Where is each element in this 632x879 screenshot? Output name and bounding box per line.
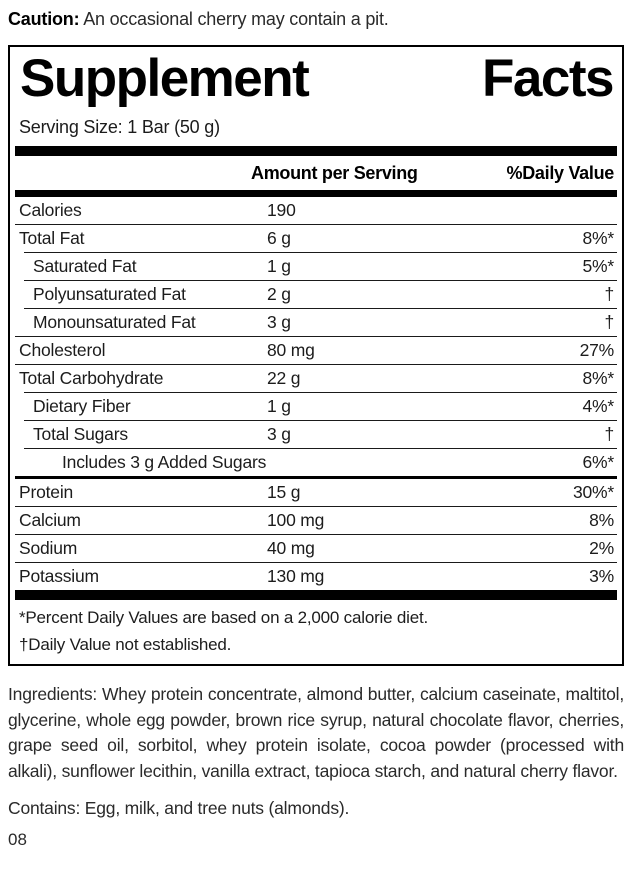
- ingredients-paragraph: Ingredients: Whey protein concentrate, a…: [8, 684, 624, 781]
- serving-size: Serving Size: 1 Bar (50 g): [19, 117, 220, 137]
- nutrient-row: Includes 3 g Added Sugars 6%*: [15, 449, 617, 476]
- nutrient-name: Includes 3 g Added Sugars: [62, 452, 267, 472]
- column-header-daily-value: %Daily Value: [506, 162, 615, 183]
- page-number: 08: [8, 830, 27, 849]
- nutrient-daily-value: 30%*: [572, 482, 614, 502]
- nutrient-daily-value: 27%: [579, 340, 615, 360]
- nutrient-row: Potassium 130 mg 3%: [15, 563, 617, 590]
- nutrient-row: Polyunsaturated Fat 2 g †: [15, 281, 617, 308]
- nutrient-amount: 190: [267, 200, 296, 220]
- nutrient-name: Potassium: [19, 566, 99, 586]
- panel-title: Supplement Facts: [15, 49, 617, 107]
- nutrient-amount: 22 g: [267, 368, 301, 388]
- nutrient-daily-value: 2%: [589, 538, 614, 558]
- nutrient-amount: 100 mg: [267, 510, 325, 530]
- nutrient-amount: 1 g: [267, 256, 291, 276]
- row-divider: [15, 224, 617, 225]
- nutrient-name: Calcium: [19, 510, 81, 530]
- nutrient-row: Sodium 40 mg 2%: [15, 535, 617, 562]
- nutrient-daily-value: 5%*: [582, 256, 614, 276]
- nutrient-name: Protein: [19, 482, 74, 502]
- nutrient-daily-value: 8%*: [582, 228, 614, 248]
- nutrient-name: Saturated Fat: [33, 256, 137, 276]
- row-divider: [15, 534, 617, 535]
- thick-rule-bottom: [15, 590, 617, 600]
- row-divider: [24, 280, 617, 281]
- nutrient-daily-value: †: [604, 424, 614, 444]
- nutrient-daily-value: 4%*: [582, 396, 614, 416]
- nutrient-name: Sodium: [19, 538, 78, 558]
- row-divider: [15, 562, 617, 563]
- footnotes: *Percent Daily Values are based on a 2,0…: [15, 600, 617, 660]
- row-divider: [15, 476, 617, 479]
- row-divider: [15, 364, 617, 365]
- label-page: Caution: An occasional cherry may contai…: [8, 8, 624, 849]
- allergen-contains: Contains: Egg, milk, and tree nuts (almo…: [8, 798, 350, 818]
- nutrient-name: Dietary Fiber: [33, 396, 131, 416]
- nutrient-row: Total Sugars 3 g †: [15, 421, 617, 448]
- footnote-not-established: †Daily Value not established.: [19, 635, 232, 654]
- nutrient-amount: 3 g: [267, 424, 291, 444]
- nutrient-daily-value: 8%: [589, 510, 614, 530]
- row-divider: [24, 448, 617, 449]
- nutrient-row: Calcium 100 mg 8%: [15, 507, 617, 534]
- panel-title-word-1: Supplement: [20, 49, 310, 108]
- nutrient-name: Total Fat: [19, 228, 85, 248]
- nutrient-row: Protein 15 g 30%*: [15, 479, 617, 506]
- nutrient-row: Saturated Fat 1 g 5%*: [15, 253, 617, 280]
- nutrient-row: Monounsaturated Fat 3 g †: [15, 309, 617, 336]
- panel-title-word-2: Facts: [482, 49, 614, 108]
- caution-note: Caution: An occasional cherry may contai…: [8, 8, 624, 30]
- supplement-facts-panel: Supplement Facts Serving Size: 1 Bar (50…: [8, 45, 624, 666]
- row-divider: [24, 420, 617, 421]
- nutrient-daily-value: †: [604, 284, 614, 304]
- nutrient-daily-value: 8%*: [582, 368, 614, 388]
- nutrient-name: Cholesterol: [19, 340, 106, 360]
- nutrient-amount: 15 g: [267, 482, 301, 502]
- nutrient-row: Total Carbohydrate 22 g 8%*: [15, 365, 617, 392]
- footnote-daily-values: *Percent Daily Values are based on a 2,0…: [19, 608, 429, 627]
- nutrient-name: Monounsaturated Fat: [33, 312, 196, 332]
- row-divider: [24, 392, 617, 393]
- thick-rule-top: [15, 146, 617, 156]
- column-header-amount: Amount per Serving: [251, 162, 418, 183]
- nutrient-daily-value: 6%*: [582, 452, 614, 472]
- nutrient-row: Dietary Fiber 1 g 4%*: [15, 393, 617, 420]
- nutrient-amount: 40 mg: [267, 538, 315, 558]
- row-divider: [15, 336, 617, 337]
- nutrient-amount: 80 mg: [267, 340, 315, 360]
- row-divider: [24, 308, 617, 309]
- nutrient-name: Total Carbohydrate: [19, 368, 164, 388]
- nutrient-row: Cholesterol 80 mg 27%: [15, 337, 617, 364]
- nutrient-name: Total Sugars: [33, 424, 128, 444]
- nutrient-name: Calories: [19, 200, 82, 220]
- column-header-row: Amount per Serving %Daily Value: [15, 156, 617, 190]
- nutrient-amount: 130 mg: [267, 566, 325, 586]
- nutrient-amount: 1 g: [267, 396, 291, 416]
- caution-label: Caution:: [8, 9, 80, 29]
- nutrient-daily-value: †: [604, 312, 614, 332]
- nutrient-row: Total Fat 6 g 8%*: [15, 225, 617, 252]
- row-divider: [15, 506, 617, 507]
- caution-text: An occasional cherry may contain a pit.: [83, 9, 389, 29]
- nutrient-table-body: Calories 190 Total Fat 6 g 8%* Saturated Fat 1…: [15, 197, 617, 590]
- nutrient-amount: 6 g: [267, 228, 291, 248]
- nutrient-name: Polyunsaturated Fat: [33, 284, 186, 304]
- medium-rule-header: [15, 190, 617, 197]
- nutrient-row: Calories 190: [15, 197, 617, 224]
- nutrient-amount: 3 g: [267, 312, 291, 332]
- nutrient-amount: 2 g: [267, 284, 291, 304]
- row-divider: [24, 252, 617, 253]
- nutrient-daily-value: 3%: [589, 566, 614, 586]
